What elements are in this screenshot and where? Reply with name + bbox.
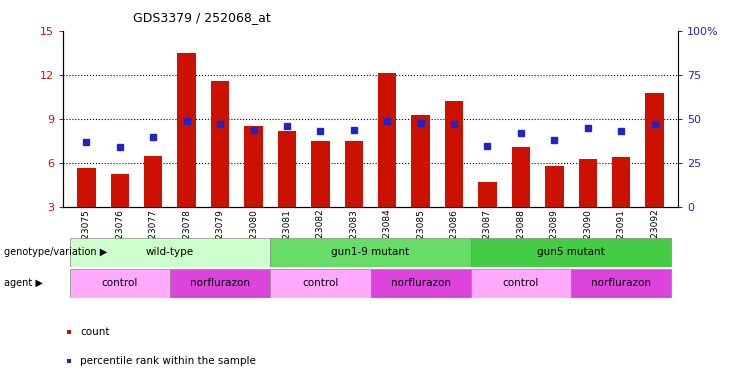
Bar: [70, 269, 170, 298]
Bar: [612, 157, 631, 207]
Bar: [144, 156, 162, 207]
Bar: [471, 269, 571, 298]
Bar: [411, 114, 430, 207]
Text: norflurazon: norflurazon: [591, 278, 651, 288]
Bar: [370, 269, 471, 298]
Bar: [311, 141, 330, 207]
Text: gun1-9 mutant: gun1-9 mutant: [331, 247, 410, 258]
Bar: [512, 147, 530, 207]
Text: control: control: [502, 278, 539, 288]
Text: norflurazon: norflurazon: [190, 278, 250, 288]
Bar: [471, 238, 671, 267]
Text: GDS3379 / 252068_at: GDS3379 / 252068_at: [133, 12, 271, 25]
Bar: [67, 359, 71, 363]
Text: control: control: [102, 278, 138, 288]
Text: control: control: [302, 278, 339, 288]
Text: genotype/variation ▶: genotype/variation ▶: [4, 247, 107, 258]
Bar: [378, 73, 396, 207]
Bar: [245, 126, 263, 207]
Bar: [270, 269, 370, 298]
Bar: [177, 53, 196, 207]
Bar: [77, 167, 96, 207]
Bar: [70, 238, 270, 267]
Bar: [278, 131, 296, 207]
Bar: [345, 141, 363, 207]
Text: norflurazon: norflurazon: [391, 278, 451, 288]
Bar: [270, 238, 471, 267]
Bar: [110, 174, 129, 207]
Text: agent ▶: agent ▶: [4, 278, 42, 288]
Bar: [67, 330, 71, 334]
Text: count: count: [80, 327, 110, 337]
Bar: [545, 166, 564, 207]
Bar: [445, 101, 463, 207]
Text: wild-type: wild-type: [146, 247, 194, 258]
Bar: [571, 269, 671, 298]
Text: percentile rank within the sample: percentile rank within the sample: [80, 356, 256, 366]
Bar: [645, 93, 664, 207]
Bar: [170, 269, 270, 298]
Bar: [211, 81, 229, 207]
Text: gun5 mutant: gun5 mutant: [537, 247, 605, 258]
Bar: [478, 182, 496, 207]
Bar: [579, 159, 597, 207]
